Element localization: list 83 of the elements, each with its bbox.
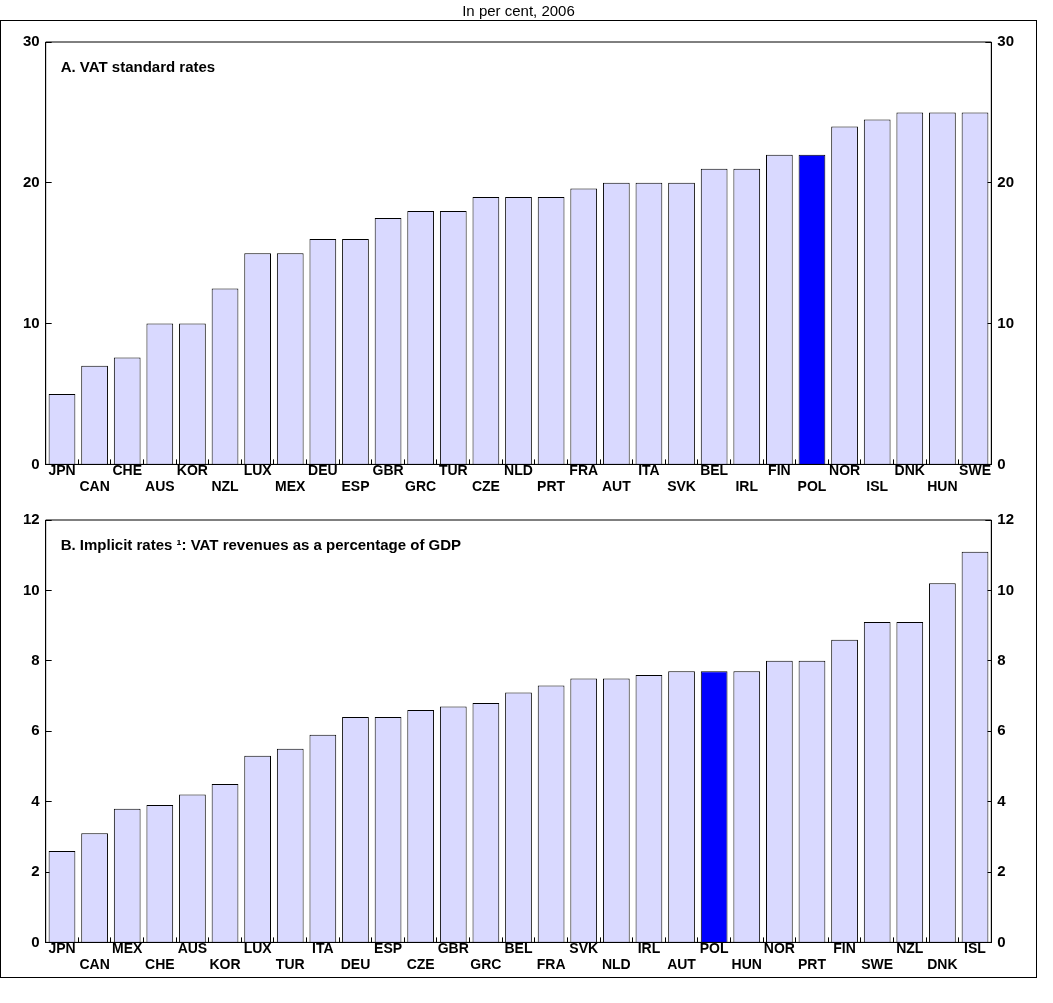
y-tick-label: 10: [23, 313, 40, 331]
y2-tick-label: 12: [997, 510, 1014, 528]
x-tick-label: POL: [699, 939, 729, 956]
x-tick-label: IRL: [637, 939, 661, 956]
x-tick-label: ITA: [312, 939, 334, 956]
y2-tick-label: 30: [997, 32, 1014, 50]
text: B. Implicit rates ¹: VAT revenues as a percentage of GDP: [60, 535, 462, 553]
y-tick-label: 4: [31, 791, 41, 809]
x-tick-label: NOR: [763, 939, 795, 956]
x-tick-label: NLD: [601, 956, 631, 973]
x-tick-label: POL: [797, 478, 827, 495]
x-tick-label: MEX: [112, 939, 144, 956]
x-tick-label: NZL: [211, 478, 240, 495]
x-tick-label: NOR: [829, 461, 861, 478]
x-tick-label: JPN: [48, 461, 76, 478]
x-tick-label: IRL: [735, 478, 759, 495]
x-tick-label: CAN: [79, 956, 110, 973]
y-tick-label: 30: [23, 32, 40, 50]
x-tick-label: ESP: [374, 939, 403, 956]
x-tick-label: ESP: [341, 478, 370, 495]
y-tick-label: 8: [31, 650, 40, 668]
y2-tick-label: 0: [997, 932, 1006, 950]
y-tick-label: 12: [23, 510, 40, 528]
x-tick-label: DEU: [340, 956, 371, 973]
x-tick-label: FIN: [768, 461, 791, 478]
chart-subtitle: In per cent, 2006: [461, 1, 576, 20]
y-tick-label: 2: [31, 862, 40, 880]
x-tick-label: AUT: [667, 956, 697, 973]
x-tick-label: PRT: [797, 956, 827, 973]
y2-tick-label: 8: [997, 650, 1006, 668]
x-tick-label: KOR: [209, 956, 241, 973]
x-tick-label: SVK: [667, 478, 696, 495]
x-tick-label: FIN: [833, 939, 856, 956]
y2-tick-label: 10: [997, 313, 1014, 331]
x-tick-label: PRT: [537, 478, 566, 495]
y2-tick-label: 20: [997, 172, 1014, 190]
x-tick-label: KOR: [176, 461, 208, 478]
y-tick-label: 6: [31, 721, 40, 739]
x-tick-label: TUR: [438, 461, 468, 478]
x-tick-label: AUT: [601, 478, 632, 495]
x-tick-label: DNK: [927, 956, 958, 973]
x-tick-label: GBR: [372, 461, 404, 478]
x-tick-label: CAN: [79, 478, 110, 495]
y2-tick-label: 6: [997, 721, 1006, 739]
x-tick-label: FRA: [569, 461, 599, 478]
y2-tick-label: 0: [997, 454, 1006, 472]
x-tick-label: HUN: [927, 478, 958, 495]
x-tick-label: FRA: [536, 956, 566, 973]
x-tick-label: NLD: [504, 461, 533, 478]
x-tick-label: HUN: [731, 956, 762, 973]
y2-tick-label: 10: [997, 580, 1014, 598]
x-tick-label: CHE: [145, 956, 175, 973]
x-tick-label: BEL: [504, 939, 533, 956]
x-tick-label: DNK: [894, 461, 925, 478]
text: A. VAT standard rates: [60, 57, 216, 75]
x-tick-label: GBR: [437, 939, 469, 956]
x-tick-label: BEL: [700, 461, 729, 478]
y-tick-label: 0: [31, 932, 40, 950]
x-tick-label: ISL: [964, 939, 987, 956]
x-tick-label: CZE: [471, 478, 500, 495]
x-tick-label: CHE: [112, 461, 142, 478]
x-tick-label: SVK: [569, 939, 599, 956]
y-tick-label: 20: [23, 172, 40, 190]
x-tick-label: AUS: [177, 939, 208, 956]
x-tick-label: DEU: [308, 461, 338, 478]
x-tick-label: ITA: [638, 461, 660, 478]
y-tick-label: 10: [23, 580, 40, 598]
x-tick-label: LUX: [243, 461, 273, 478]
x-tick-label: LUX: [243, 939, 273, 956]
x-tick-label: SWE: [861, 956, 894, 973]
x-tick-label: TUR: [275, 956, 305, 973]
x-tick-label: MEX: [275, 478, 307, 495]
x-tick-label: GRC: [405, 478, 437, 495]
y-tick-label: 0: [31, 454, 40, 472]
x-tick-label: JPN: [48, 939, 76, 956]
x-tick-label: CZE: [406, 956, 435, 973]
x-tick-label: NZL: [896, 939, 924, 956]
x-tick-label: AUS: [145, 478, 175, 495]
x-tick-label: GRC: [470, 956, 502, 973]
x-tick-label: ISL: [866, 478, 889, 495]
x-tick-label: SWE: [959, 461, 991, 478]
y2-tick-label: 2: [997, 862, 1006, 880]
y2-tick-label: 4: [997, 791, 1007, 809]
